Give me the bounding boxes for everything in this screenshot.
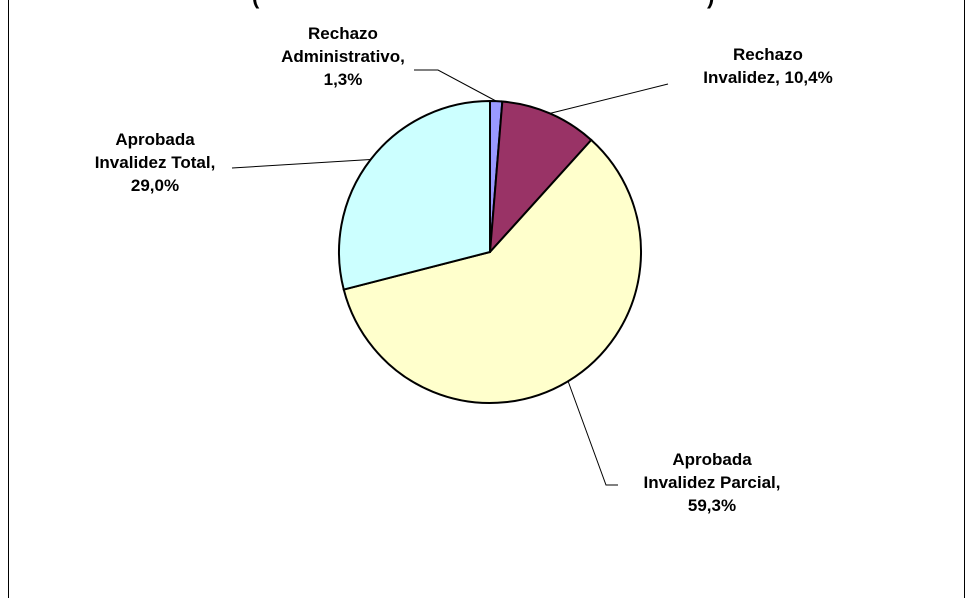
slice-label-line: Rechazo <box>733 45 803 64</box>
leader-line-aprobada-invalidez-parcial <box>567 381 618 486</box>
slice-label-line: 1,3% <box>323 70 363 89</box>
slice-label-line: Rechazo <box>308 24 378 43</box>
pie-slice-rechazo-invalidez <box>488 100 593 255</box>
chart-title-open: ( <box>252 0 259 10</box>
slice-label-line: Aprobada <box>672 450 752 469</box>
leader-line-aprobada-invalidez-total <box>231 158 371 169</box>
slice-label-line: Administrativo, <box>281 47 405 66</box>
leader-line-rechazo-administrativo <box>414 69 497 102</box>
slice-label-aprobada-invalidez-total: Aprobada Invalidez Total, 29,0% <box>70 128 240 197</box>
slice-label-aprobada-invalidez-parcial: Aprobada Invalidez Parcial, 59,3% <box>612 448 812 517</box>
slice-label-line: 29,0% <box>130 176 180 195</box>
chart-title-close: ) <box>707 0 714 10</box>
slice-label-line: 59,3% <box>687 496 737 515</box>
slice-label-line: Invalidez Total, <box>94 153 216 172</box>
slice-label-line: Aprobada <box>115 130 195 149</box>
slice-label-line: Invalidez, 10,4% <box>703 68 833 87</box>
slice-label-rechazo-invalidez: Rechazo Invalidez, 10,4% <box>668 43 868 89</box>
slice-label-rechazo-administrativo: Rechazo Administrativo, 1,3% <box>258 22 428 91</box>
pie-slice-aprobada-invalidez-parcial <box>342 138 642 404</box>
slice-label-line: Invalidez Parcial, <box>643 473 781 492</box>
chart-area <box>8 0 965 598</box>
chart-title-fragment: ( ) <box>252 0 722 12</box>
pie-slice-aprobada-invalidez-total <box>338 99 491 291</box>
leader-line-rechazo-invalidez <box>549 83 669 114</box>
